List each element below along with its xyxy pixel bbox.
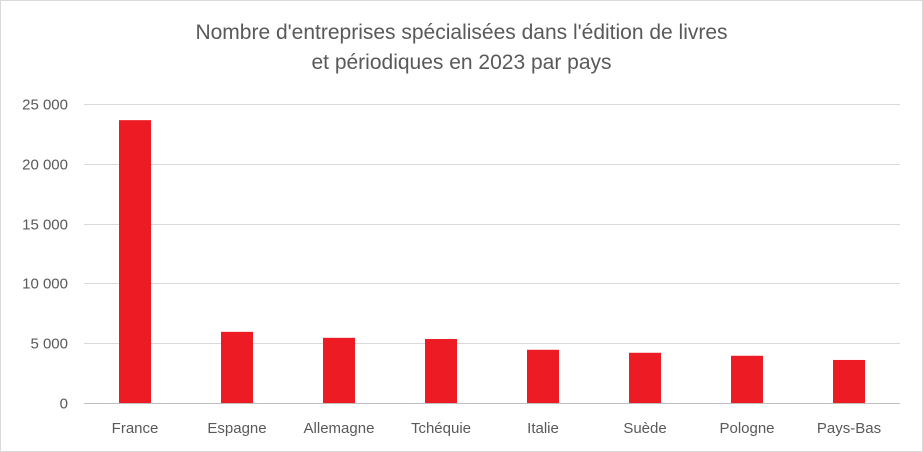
bar [425, 339, 457, 403]
y-tick-label: 25 000 [22, 97, 68, 114]
y-tick-label: 5 000 [30, 336, 68, 353]
x-tick-label: France [112, 420, 159, 437]
chart-title: Nombre d'entreprises spécialisées dans l… [0, 18, 923, 78]
bar [731, 355, 763, 403]
x-tick-label: Pologne [719, 420, 774, 437]
x-tick-label: Espagne [207, 420, 266, 437]
bar [527, 349, 559, 403]
x-tick-label: Allemagne [304, 420, 375, 437]
y-tick-label: 10 000 [22, 276, 68, 293]
y-tick-label: 20 000 [22, 157, 68, 174]
x-tick-label: Suède [623, 420, 666, 437]
bar [833, 359, 865, 403]
bar [323, 337, 355, 403]
y-tick-label: 0 [60, 396, 68, 413]
x-tick-label: Pays-Bas [817, 420, 881, 437]
bar [629, 352, 661, 403]
y-tick-label: 15 000 [22, 217, 68, 234]
x-tick-label: Italie [527, 420, 559, 437]
x-tick-label: Tchéquie [411, 420, 471, 437]
chart-title-line2: et périodiques en 2023 par pays [311, 51, 612, 74]
bar [119, 120, 151, 404]
bar [221, 331, 253, 403]
chart-title-line1: Nombre d'entreprises spécialisées dans l… [195, 21, 728, 44]
